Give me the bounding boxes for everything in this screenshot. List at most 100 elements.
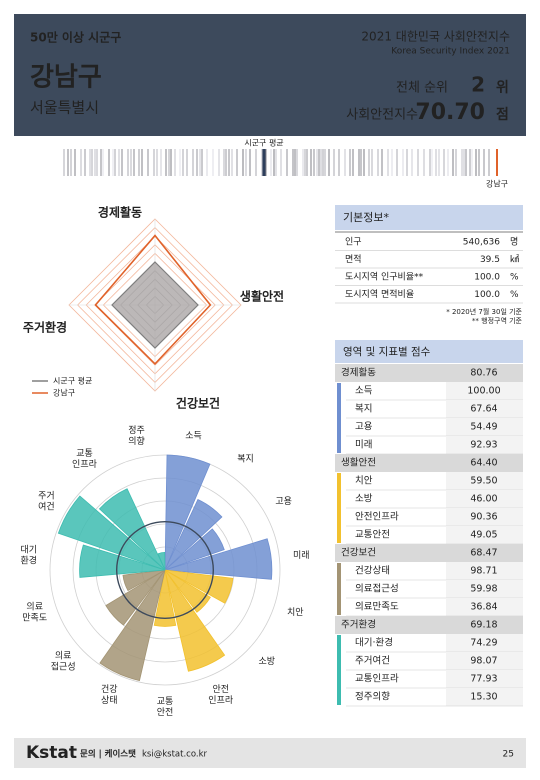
item-score: 36.84: [470, 602, 497, 613]
domain-name: 경제활동: [341, 367, 376, 379]
radar-average: [111, 261, 199, 349]
item-name: 교통안전: [355, 530, 390, 541]
info-title-bar: [335, 205, 523, 230]
item-value-cell: [446, 508, 523, 526]
rank-label: 전체 순위: [396, 81, 448, 96]
score: 70.70: [415, 100, 485, 125]
item-value-cell: [446, 526, 523, 544]
rose-label: 의료: [26, 601, 43, 612]
item-name: 대기·환경: [355, 637, 393, 649]
rank-unit: 위: [496, 80, 509, 96]
info-title: 기본정보*: [343, 211, 389, 224]
rose-ring: [49, 454, 281, 686]
footer-email: ksi@kstat.co.kr: [142, 750, 207, 760]
info-note: ** 행정구역 기준: [472, 316, 523, 325]
rose-wedge: [79, 544, 166, 578]
rose-wedge: [122, 569, 166, 592]
rose-label: 의향: [128, 435, 145, 447]
rose-wedge: [164, 569, 226, 672]
item-name: 교통인프라: [355, 674, 399, 685]
rose-label: 여건: [38, 501, 55, 513]
item-score: 98.07: [470, 656, 497, 667]
domain-color-bar: [337, 383, 341, 453]
radar-axis-label: 건강보건: [176, 396, 220, 411]
legend-label: 시군구 평균: [53, 376, 92, 386]
subtitle: Korea Security Index 2021: [391, 47, 510, 57]
domain-score: 64.40: [470, 458, 497, 469]
item-score: 100.00: [467, 386, 500, 397]
item-name: 의료접근성: [355, 583, 399, 595]
item-score: 59.50: [470, 476, 497, 487]
rose-wedge: [153, 569, 177, 627]
rose-wedge: [105, 569, 166, 626]
item-score: 74.29: [470, 638, 497, 649]
rose-wedge: [164, 498, 223, 571]
rose-label: 의료: [55, 651, 72, 662]
item-value-cell: [446, 436, 523, 454]
rose-label: 만족도: [22, 612, 47, 623]
domain-row: [335, 454, 523, 472]
item-score: 67.64: [470, 404, 497, 415]
item-value-cell: [446, 670, 523, 688]
scores-title-bar: [335, 340, 523, 363]
info-unit: ㎢: [510, 254, 519, 265]
item-name: 미래: [355, 440, 372, 451]
item-value-cell: [446, 472, 523, 490]
domain-name: 생활안전: [341, 457, 376, 469]
item-value-cell: [446, 688, 523, 706]
district: 강남구: [30, 63, 102, 93]
rose-label: 소득: [185, 430, 202, 441]
header-box: [14, 14, 526, 136]
rose-label: 소방: [259, 656, 276, 667]
item-score: 98.71: [470, 566, 497, 577]
rose-label: 주거: [38, 491, 55, 502]
rose-wedge: [164, 528, 225, 571]
info-note: * 2020년 7월 30일 기준: [446, 307, 522, 316]
legend-label: 강남구: [53, 388, 75, 398]
rose-label: 정주: [128, 425, 145, 436]
title: 2021 대한민국 사회안전지수: [361, 30, 510, 44]
rose-label: 안전: [157, 707, 174, 718]
rose-wedge: [99, 569, 166, 682]
rose-wedge: [57, 495, 166, 571]
rose-label: 건강: [101, 684, 118, 695]
domain-color-bar: [337, 563, 341, 615]
domain-color-bar: [337, 635, 341, 705]
item-value-cell: [446, 634, 523, 652]
rose-label: 안전: [212, 684, 229, 695]
item-value-cell: [446, 418, 523, 436]
radar-district: [94, 234, 212, 366]
rose-label: 복지: [237, 454, 254, 465]
score-label: 사회안전지수: [346, 108, 418, 123]
rose-wedge: [157, 552, 166, 571]
item-name: 정주의향: [355, 691, 390, 703]
item-name: 의료만족도: [355, 602, 399, 613]
domain-name: 건강보건: [341, 548, 376, 559]
rose-label: 환경: [20, 555, 37, 567]
item-value-cell: [446, 652, 523, 670]
rose-wedge: [164, 454, 211, 571]
domain-row: [335, 544, 523, 562]
rose-label: 미래: [293, 550, 310, 561]
item-value-cell: [446, 562, 523, 580]
domain-color-bar: [337, 473, 341, 543]
item-score: 46.00: [470, 494, 497, 505]
item-score: 90.36: [470, 512, 497, 523]
rose-label: 치안: [287, 606, 304, 618]
item-name: 안전인프라: [355, 512, 399, 523]
rose-average: [115, 521, 214, 620]
info-label: 면적: [345, 253, 362, 265]
info-label: 도시지역 면적비율: [345, 288, 414, 300]
item-name: 복지: [355, 404, 372, 415]
province: 서울특별시: [30, 99, 99, 117]
rose-wedge: [164, 538, 273, 580]
domain-name: 주거환경: [341, 619, 376, 631]
footer-logo: Kstat: [26, 743, 77, 763]
item-score: 59.98: [470, 584, 497, 595]
radar-axis-label: 주거환경: [23, 320, 67, 335]
info-unit: 명: [510, 237, 518, 248]
category: 50만 이상 시군구: [30, 30, 121, 45]
info-label: 인구: [345, 237, 362, 248]
